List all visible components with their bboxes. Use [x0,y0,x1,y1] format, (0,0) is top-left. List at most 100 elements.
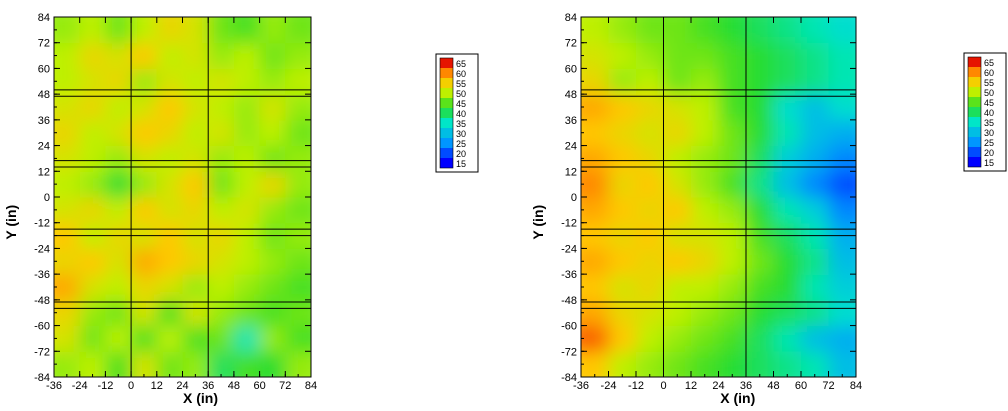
heatmap-cell [663,197,692,224]
heatmap-cell [718,299,747,327]
y-axis-title: Y (in) [3,205,19,240]
y-tick-label: 12 [38,166,50,178]
colorbar-swatch [968,87,981,97]
heatmap-cell [828,197,856,224]
heatmap-cell [79,171,106,198]
heatmap-cell [773,274,802,301]
heatmap-cell [581,197,609,224]
heatmap-cell [182,94,209,121]
heatmap-cell [182,119,209,147]
heatmap-cell [208,145,235,172]
heatmap-cell [285,68,311,95]
chart-panel-1: -36 -24 -12 0 12 24 36 48 60 72 84-84-72-60-48-36-… [3,12,479,406]
heatmap-cell [54,325,81,352]
heatmap-cell [105,274,132,301]
heatmap-cell [746,68,774,95]
heatmap-cell [54,299,81,327]
heatmap-cell [131,197,158,224]
heatmap-cell [663,119,692,147]
heatmap-cell [718,325,747,352]
heatmap-cell [79,325,106,352]
heatmap-cell [636,171,664,198]
heatmap-cell [828,94,856,121]
heatmap-cell [691,17,719,44]
heatmap-cell [636,145,664,172]
heatmap-cell [156,119,183,147]
heatmap-cell [105,119,132,147]
y-tick-label: 84 [565,12,577,24]
x-tick-label: 84 [305,380,317,392]
y-tick-label: -24 [34,243,50,255]
heatmap-cell [208,325,235,352]
heatmap-cell [79,248,106,275]
heatmap-cell [746,94,774,121]
y-tick-label: 72 [38,38,50,50]
heatmap-cell [581,299,609,327]
x-tick-label: 72 [822,380,834,392]
heatmap-cell [801,248,829,275]
colorbar-swatch [440,88,453,98]
heatmap-cell [691,248,719,275]
heatmap-cell [259,94,286,121]
colorbar-swatch [440,128,453,138]
heatmap-cell [691,325,719,352]
heatmap-cell [691,171,719,198]
colorbar-bar-outline [439,57,454,169]
heatmap-cell [54,42,81,69]
heatmap-cell [182,145,209,172]
heatmap-cell [79,119,106,147]
colorbar-swatch [968,127,981,137]
heatmap-cell [691,42,719,69]
heatmap-cell [636,197,664,224]
heatmap-cell [285,274,311,301]
colorbar-label: 60 [984,68,994,78]
heatmap-cell [663,299,692,327]
heatmap-cell [773,119,802,147]
heatmap-cell [718,351,747,377]
y-tick-label: -24 [561,243,577,255]
heatmap-cell [801,17,829,44]
heatmap-cell [773,248,802,275]
colorbar-label: 40 [984,108,994,118]
heatmap-cell [608,248,637,275]
heatmap-cell [663,248,692,275]
heatmap-cell [285,42,311,69]
y-tick-label: -36 [34,269,50,281]
colorbar-label: 30 [984,128,994,138]
heatmap-cell [663,351,692,377]
heatmap-cell [156,68,183,95]
heatmap-cell [285,325,311,352]
y-tick-label: 48 [38,89,50,101]
heatmap-cell [608,145,637,172]
heatmap-cell [285,197,311,224]
y-tick-label: 24 [565,141,577,153]
heatmap-cell [233,17,261,44]
heatmap-cell [636,68,664,95]
y-tick-label: 36 [565,115,577,127]
heatmap-cell [285,119,311,147]
heatmap-cell [828,145,856,172]
y-tick-label: 12 [565,166,577,178]
heatmap-cell [233,42,261,69]
y-axis-title: Y (in) [530,205,546,240]
heatmap-cell [182,351,209,377]
x-axis-title: X (in) [720,390,755,406]
colorbar-swatch [968,107,981,117]
heatmap-cell [691,94,719,121]
x-tick-label: 36 [740,380,752,392]
heatmap-cell [581,248,609,275]
heatmap-cell [285,17,311,44]
heatmap-cell [208,119,235,147]
heatmap-cell [285,248,311,275]
heatmap-cell [259,171,286,198]
colorbar-label: 20 [984,148,994,158]
heatmap-cell [54,17,81,44]
colorbar-label: 15 [456,159,466,169]
heatmap-cell [285,351,311,377]
heatmap-cell [54,248,81,275]
colorbar-swatch [440,108,453,118]
heatmap-cell [131,145,158,172]
colorbar-label: 55 [984,78,994,88]
